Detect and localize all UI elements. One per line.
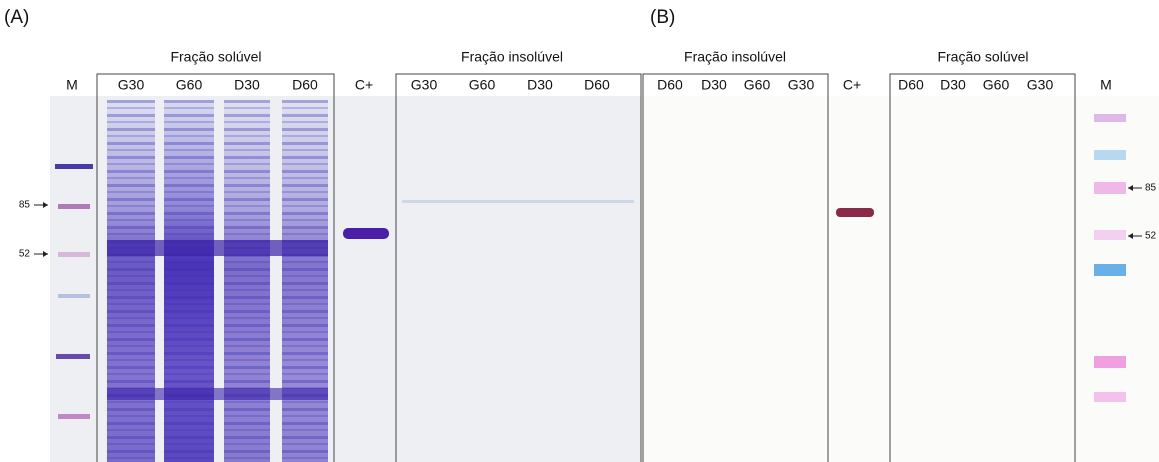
arrow-head <box>43 251 48 257</box>
lane-label: M <box>1100 77 1112 93</box>
group-frame <box>642 73 829 462</box>
lane-label: D60 <box>292 77 318 93</box>
lane-label: D30 <box>701 77 727 93</box>
lane-label: G60 <box>176 77 203 93</box>
marker-size: 85 <box>19 200 31 211</box>
group-frame <box>395 73 642 462</box>
lane-label: G60 <box>983 77 1010 93</box>
lane-label: G30 <box>1027 77 1054 93</box>
lane-label: C+ <box>355 77 373 93</box>
group-title: Fração insolúvel <box>461 49 563 65</box>
lane-label: G30 <box>788 77 815 93</box>
marker-bands-b <box>1094 114 1126 402</box>
lane-label: C+ <box>843 77 861 93</box>
lane-label: G30 <box>118 77 145 93</box>
lane-label: G60 <box>744 77 771 93</box>
group-frame <box>96 73 335 462</box>
marker-bands-a <box>55 164 93 419</box>
lane-label: G30 <box>411 77 438 93</box>
group-title: Fração solúvel <box>170 49 261 65</box>
soluble-lanes-a <box>107 100 328 462</box>
lane-label: D60 <box>657 77 683 93</box>
lane-label: D60 <box>898 77 924 93</box>
group-frame <box>889 73 1076 462</box>
control-band-b <box>836 208 874 217</box>
control-band-a <box>343 228 389 239</box>
lane-label: D30 <box>940 77 966 93</box>
panel-label: (A) <box>4 7 29 28</box>
arrow-head <box>43 202 48 208</box>
group-title: Fração insolúvel <box>684 49 786 65</box>
marker-size: 85 <box>1145 183 1157 194</box>
faint-band <box>402 200 634 203</box>
lane-label: M <box>66 77 78 93</box>
panel-label: (B) <box>650 7 675 28</box>
marker-size: 52 <box>19 249 31 260</box>
lane-label: D60 <box>584 77 610 93</box>
marker-size: 52 <box>1145 231 1157 242</box>
lane-label: D30 <box>234 77 260 93</box>
membrane-b <box>643 96 1159 462</box>
lane-label: G60 <box>469 77 496 93</box>
group-title: Fração solúvel <box>937 49 1028 65</box>
lane-label: D30 <box>527 77 553 93</box>
arrow-head <box>1128 185 1133 191</box>
arrow-head <box>1128 233 1133 239</box>
